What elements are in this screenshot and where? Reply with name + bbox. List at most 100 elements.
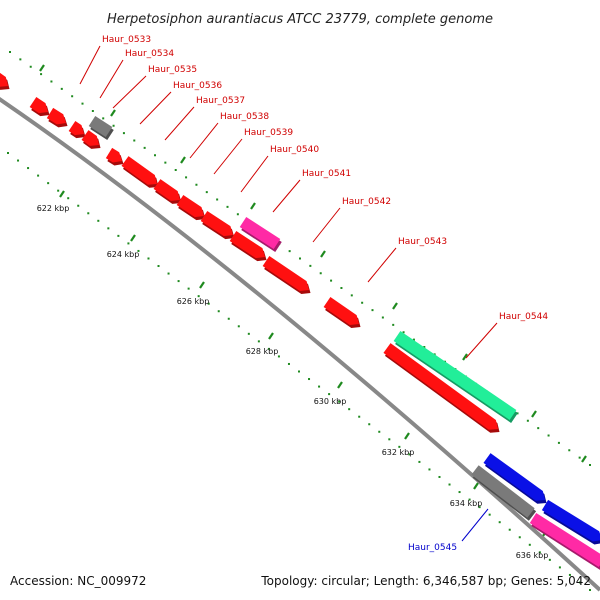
tick-mark [268,332,274,340]
guide-dot [147,257,150,260]
gene-Haur_0541[interactable] [229,230,265,259]
gene-Haur_0538[interactable] [121,156,157,185]
gene-Haur_0536[interactable] [81,130,99,146]
gene-Haur_0537[interactable] [105,147,122,163]
tick-mark [130,234,136,242]
guide-dot [122,132,125,135]
gene-label-Haur_0542[interactable]: Haur_0542 [342,197,391,207]
label-leader [465,322,498,359]
label-leader [139,91,172,125]
guide-dot [299,257,301,260]
label-leader [272,179,301,213]
tick-mark [110,109,116,117]
gene-label-Haur_0543[interactable]: Haur_0543 [398,237,447,247]
gene-arrows [0,71,600,570]
guide-dot [458,491,461,494]
guide-dot [308,378,311,381]
guide-dot [288,250,291,253]
gene-label-Haur_0545[interactable]: Haur_0545 [408,543,457,553]
guide-dot [548,558,551,561]
gene-fragment-left[interactable] [0,71,8,87]
guide-dot [340,287,343,289]
guide-dot [309,264,312,267]
guide-dot [87,212,90,215]
gene-label-Haur_0538[interactable]: Haur_0538 [220,112,269,122]
guide-dot [423,346,426,348]
gene-Haur_0534[interactable] [46,107,66,125]
gene-Haur_0542[interactable] [262,256,309,292]
label-leader [240,155,269,193]
tick-mark [581,455,587,463]
guide-dot [19,58,22,61]
gene-label-Haur_0539[interactable]: Haur_0539 [244,128,293,138]
gene-Haur_0544[interactable] [393,331,517,420]
guide-dot [350,294,353,297]
guide-dot [247,332,250,335]
gene-Haur_0535[interactable] [88,115,113,138]
gene-label-Haur_0541[interactable]: Haur_0541 [302,169,351,179]
gene-label-Haur_0537[interactable]: Haur_0537 [196,96,245,106]
guide-dot [133,139,136,142]
tick-label: 622 kbp [37,204,70,213]
gene-label-Haur_0540[interactable]: Haur_0540 [270,145,319,155]
gene-Haur_0543[interactable] [323,297,359,325]
gene-Haur_0539-c[interactable] [200,210,233,237]
gene-Haur_0545[interactable] [483,453,545,501]
tick-marks: 622 kbp 624 kbp 626 kbp 628 kbp 630 kbp 632 k… [37,64,587,560]
guide-dot [67,197,70,200]
guide-dot [9,51,11,53]
guide-dot [361,301,364,304]
gene-label-Haur_0544[interactable]: Haur_0544 [499,312,548,322]
gene-Haur_0539[interactable] [153,179,180,201]
guide-dot [197,295,200,298]
tick-mark [531,410,537,418]
guide-dot [538,551,541,554]
gene-label-Haur_0535[interactable]: Haur_0535 [148,65,197,75]
gene-Haur_0540[interactable] [239,216,281,250]
guide-dot [330,279,333,282]
tick-mark [320,250,326,258]
guide-dot [167,272,170,275]
tick-label: 634 kbp [450,499,483,508]
guide-dot [433,353,436,356]
guide-dot [71,95,74,98]
tick-mark [404,432,410,440]
guide-dot [236,213,239,216]
guide-dot [578,456,581,459]
guide-dot [226,205,229,208]
label-leader [79,45,101,85]
gene-Haur_0536-a[interactable] [68,121,84,136]
gene-magenta-lower[interactable] [529,512,600,568]
guide-dot [112,124,115,127]
guide-dot [328,393,331,396]
guide-dot [589,589,591,591]
guide-dot [29,65,32,68]
guide-dot [277,355,280,358]
guide-dot [388,438,391,441]
gene-gray-lower[interactable] [471,465,535,518]
guide-dot [267,347,270,350]
label-leader [367,247,397,283]
guide-dot [368,423,371,426]
gene-label-Haur_0536[interactable]: Haur_0536 [173,81,222,91]
tick-mark [180,156,186,164]
guide-dot [154,154,156,157]
gene-Haur_0545-b[interactable] [541,499,600,542]
label-leader [112,75,147,109]
guide-dot [7,152,9,154]
gene-label-Haur_0534[interactable]: Haur_0534 [125,49,174,59]
guide-dot [102,117,105,120]
guide-dot [418,460,421,463]
label-leader [164,106,195,141]
gene-label-Haur_0533[interactable]: Haur_0533 [102,35,151,45]
gene-Haur_0533[interactable] [29,97,48,114]
guide-dot [205,191,208,194]
guide-dot [557,441,560,444]
guide-dot [177,280,180,283]
gene-labels: Haur_0533 Haur_0534 Haur_0535 Haur_0536 Haur… [79,35,548,553]
accession-text: Accession: NC_009972 [10,574,146,588]
gene-Haur_0544-r[interactable] [383,343,498,430]
guide-dot [319,272,322,275]
gene-Haur_0539-b[interactable] [176,195,204,218]
